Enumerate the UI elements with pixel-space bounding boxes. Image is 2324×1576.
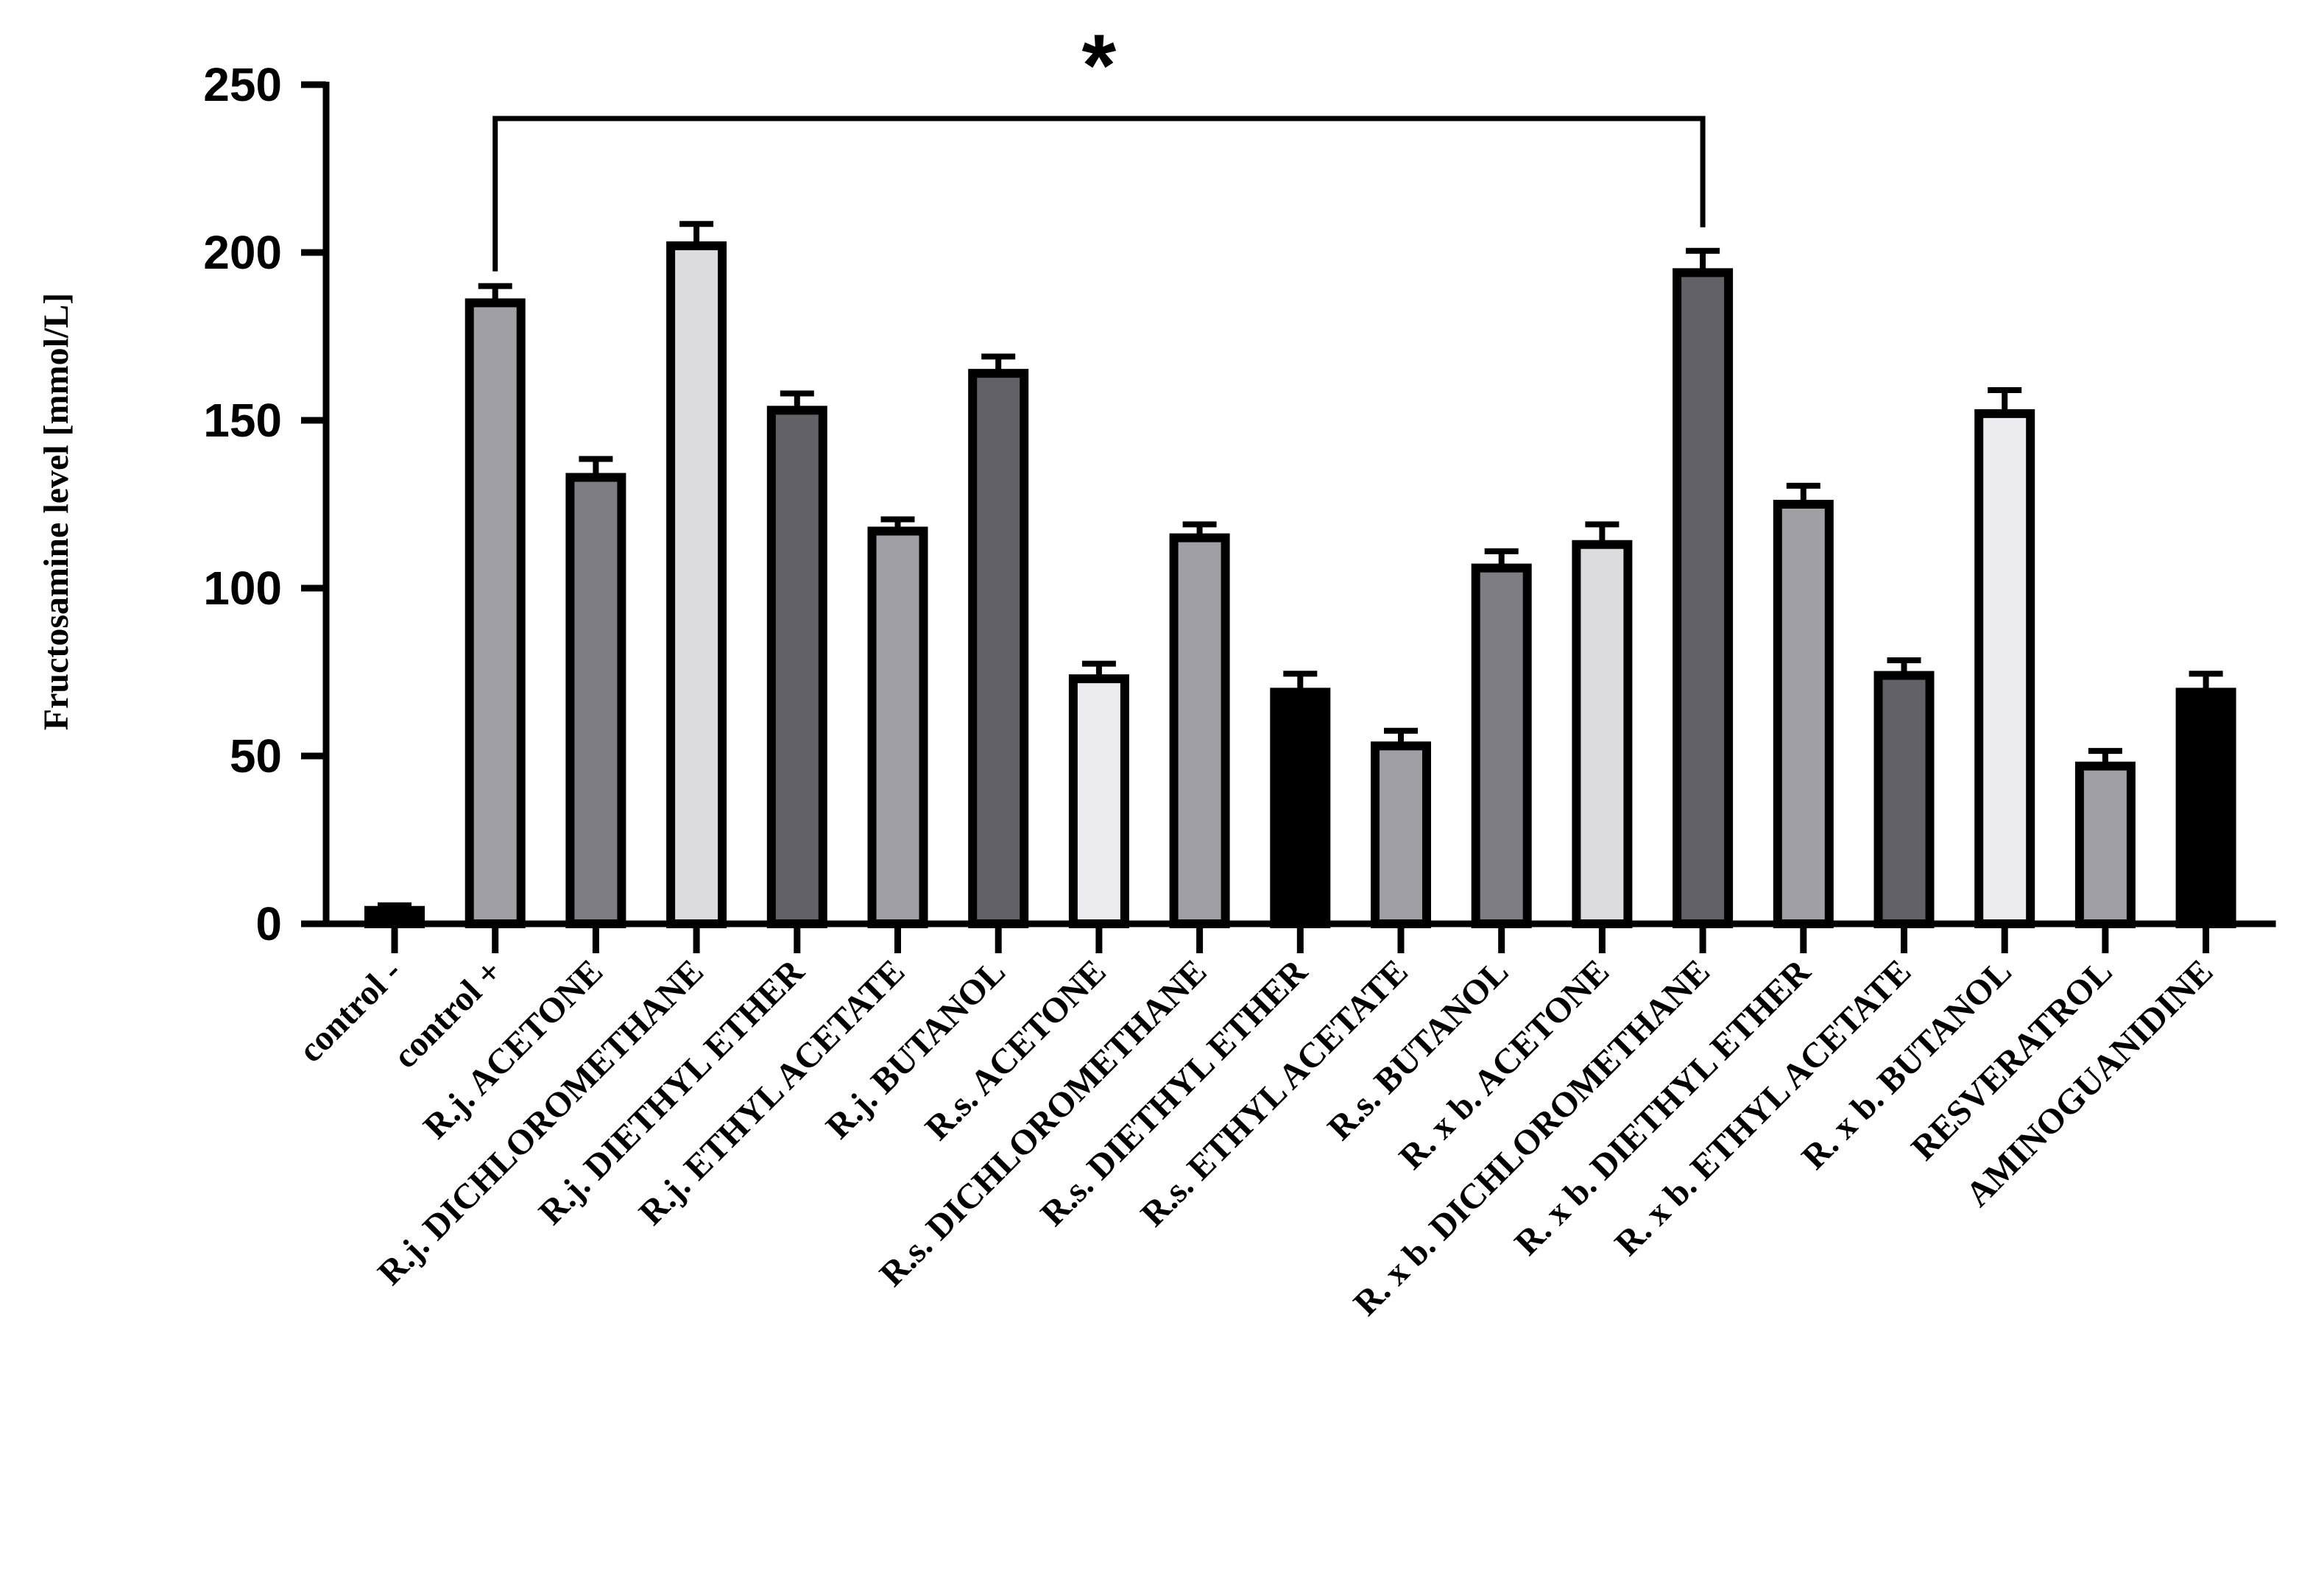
y-tick-label: 150 <box>203 394 282 447</box>
bar <box>1371 741 1431 928</box>
significance-group: * <box>492 16 1706 272</box>
y-tick-label: 200 <box>203 226 282 279</box>
bar <box>1068 674 1129 928</box>
y-tick-label: 100 <box>203 562 282 615</box>
x-category-label: R.s. BUTANOL <box>1320 952 1516 1148</box>
bar <box>1572 540 1633 928</box>
x-category-label: R. x b. DICHLOROMETHANE <box>1346 952 1717 1323</box>
significance-bracket <box>492 116 1706 272</box>
bar <box>1974 409 2035 928</box>
significance-marker: * <box>1082 16 1117 115</box>
bars-group <box>364 221 2236 929</box>
bar <box>465 298 526 928</box>
bar <box>666 241 727 928</box>
bar <box>565 473 626 928</box>
bar <box>766 406 827 928</box>
y-tick-label: 250 <box>203 58 282 111</box>
bar <box>1169 533 1230 928</box>
x-category-label: R.j. ACETONE <box>416 952 610 1146</box>
bar <box>2175 688 2236 928</box>
bar <box>1873 671 1935 928</box>
y-tick-label: 0 <box>255 897 282 950</box>
x-category-label: R.s. ACETONE <box>918 952 1114 1148</box>
bar <box>1773 500 1834 928</box>
bar <box>1471 563 1532 928</box>
bar <box>1270 688 1331 928</box>
bar <box>364 905 425 929</box>
x-category-label: R.j. BUTANOL <box>819 952 1013 1146</box>
bar <box>2074 761 2136 929</box>
bar <box>867 526 928 928</box>
y-axis-title: Fructosamine level [mmol/L] <box>37 293 76 731</box>
y-tick-label: 50 <box>230 729 282 782</box>
bar <box>1673 268 1734 928</box>
bar <box>968 369 1029 929</box>
